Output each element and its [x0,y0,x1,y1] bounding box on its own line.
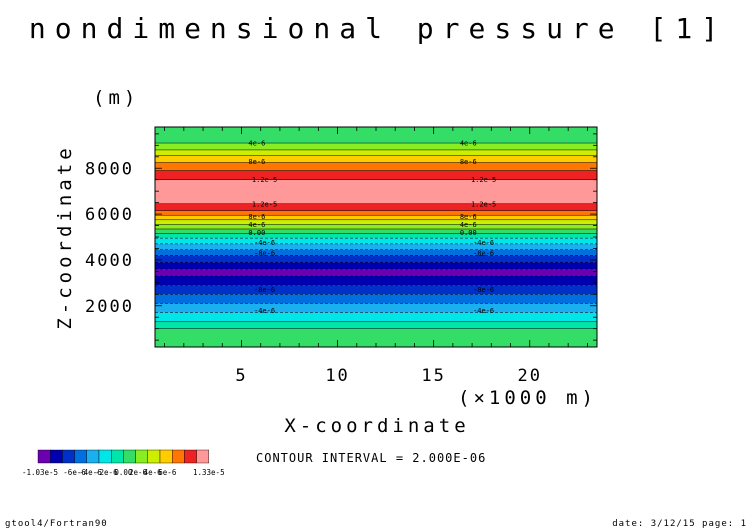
colorbar-swatch-12 [184,449,197,464]
band-16 [155,219,597,225]
band-20 [155,179,597,204]
band-11 [155,243,597,250]
band-9 [155,255,597,263]
contour-label-9-0: -8e-6 [254,286,275,294]
contour-label-0-0: 4e-6 [248,140,265,148]
band-0 [155,328,597,347]
band-21 [155,170,597,180]
x-tick-label-20: 20 [517,366,541,386]
contour-label-2-0: 1.2e-5 [252,176,277,184]
colorbar-swatch-7 [123,449,136,464]
contour-label-8-0: -8e-6 [254,250,275,258]
band-24 [155,149,597,156]
colorbar-label-3: -2e-6 [95,468,118,477]
x-tick-labels: 5 10 15 20 [235,366,541,386]
contour-labels: 4e-6 4e-68e-6 8e-61.2e-5 1.2e-51.2e-5 1.2e-5… [248,140,496,315]
colorbar-swatch-9 [147,449,161,464]
contour-label-3-0: 1.2e-5 [252,200,277,208]
x-unit-label: (×1000 m) [458,387,597,409]
axis-ticks [155,127,597,347]
y-unit-label: (m) [93,87,139,109]
contour-label-5-0: 4e-6 [248,221,265,229]
band-15 [155,224,597,229]
band-12 [155,238,597,244]
colorbar-label-1: -6e-6 [63,468,86,477]
colorbar-label-2: -4e-6 [79,468,102,477]
colorbar-label-5: 2e-6 [129,468,148,477]
colorbar-swatch-3 [74,449,87,464]
contour-label-6-1: 0.00 [460,229,477,237]
contour-interval-text: CONTOUR INTERVAL = 2.000E-06 [256,451,486,465]
footer-right: date: 3/12/15 page: 1 [612,519,747,529]
contour-label-4-0: 8e-6 [248,213,265,221]
colorbar-label-7: 6e-6 [158,468,177,477]
x-tick-label-10: 10 [325,366,349,386]
footer-left: gtool4/Fortran90 [5,519,108,529]
y-tick-label-8000: 8000 [85,159,134,179]
band-8 [155,262,597,270]
y-axis-label: Z-coordinate [54,144,76,329]
contour-label-0-1: 4e-6 [460,140,477,148]
band-18 [155,210,597,216]
colorbar-swatch-0 [37,449,51,464]
contour-label-1-1: 8e-6 [460,158,477,166]
band-6 [155,275,597,286]
band-22 [155,162,597,171]
colorbar-swatch-13 [196,449,210,464]
band-17 [155,215,597,220]
x-axis-label: X-coordinate [284,415,469,437]
colorbar-swatch-11 [171,449,185,464]
contour-bands [155,127,597,347]
contour-label-3-1: 1.2e-5 [471,200,496,208]
contour-label-10-1: -4e-6 [473,307,494,315]
band-23 [155,155,597,163]
contour-label-7-0: -4e-6 [254,239,275,247]
contour-label-4-1: 8e-6 [460,213,477,221]
colorbar-swatch-1 [50,449,63,464]
colorbar-swatch-6 [110,449,124,464]
contour-lines [155,142,597,329]
band-10 [155,249,597,256]
x-tick-label-15: 15 [421,366,445,386]
band-2 [155,312,597,322]
colorbar-swatch-10 [159,449,173,464]
chart-title: nondimensional pressure [1] [29,12,727,45]
colorbar-swatch-2 [62,449,75,464]
x-tick-label-5: 5 [235,366,247,386]
contour-label-8-1: -8e-6 [473,250,494,258]
colorbar-label-6: 4e-6 [144,468,163,477]
colorbar-swatch-8 [135,449,149,464]
band-25 [155,143,597,150]
band-5 [155,285,597,295]
contour-label-10-0: -4e-6 [254,307,275,315]
colorbar-swatch-5 [98,449,112,464]
band-4 [155,294,597,304]
contour-label-5-1: 4e-6 [460,221,477,229]
contour-label-6-0: 0.00 [248,229,265,237]
colorbar-label-0: -1.03e-5 [22,468,58,477]
contour-label-1-0: 8e-6 [248,158,265,166]
colorbar-swatch-4 [86,449,100,464]
y-tick-labels: 2000 4000 6000 8000 [85,159,134,317]
band-3 [155,303,597,313]
band-19 [155,203,597,211]
band-14 [155,228,597,234]
band-13 [155,233,597,239]
colorbar-label-8: 1.33e-5 [193,468,225,477]
y-tick-label-6000: 6000 [85,205,134,225]
contour-label-2-1: 1.2e-5 [471,176,496,184]
band-26 [155,127,597,144]
band-7 [155,269,597,276]
band-1 [155,321,597,329]
y-tick-label-4000: 4000 [85,251,134,271]
contour-label-7-1: -4e-6 [473,239,494,247]
contour-label-9-1: -8e-6 [473,286,494,294]
y-tick-label-2000: 2000 [85,297,134,317]
colorbar-label-4: 0.00 [114,468,133,477]
